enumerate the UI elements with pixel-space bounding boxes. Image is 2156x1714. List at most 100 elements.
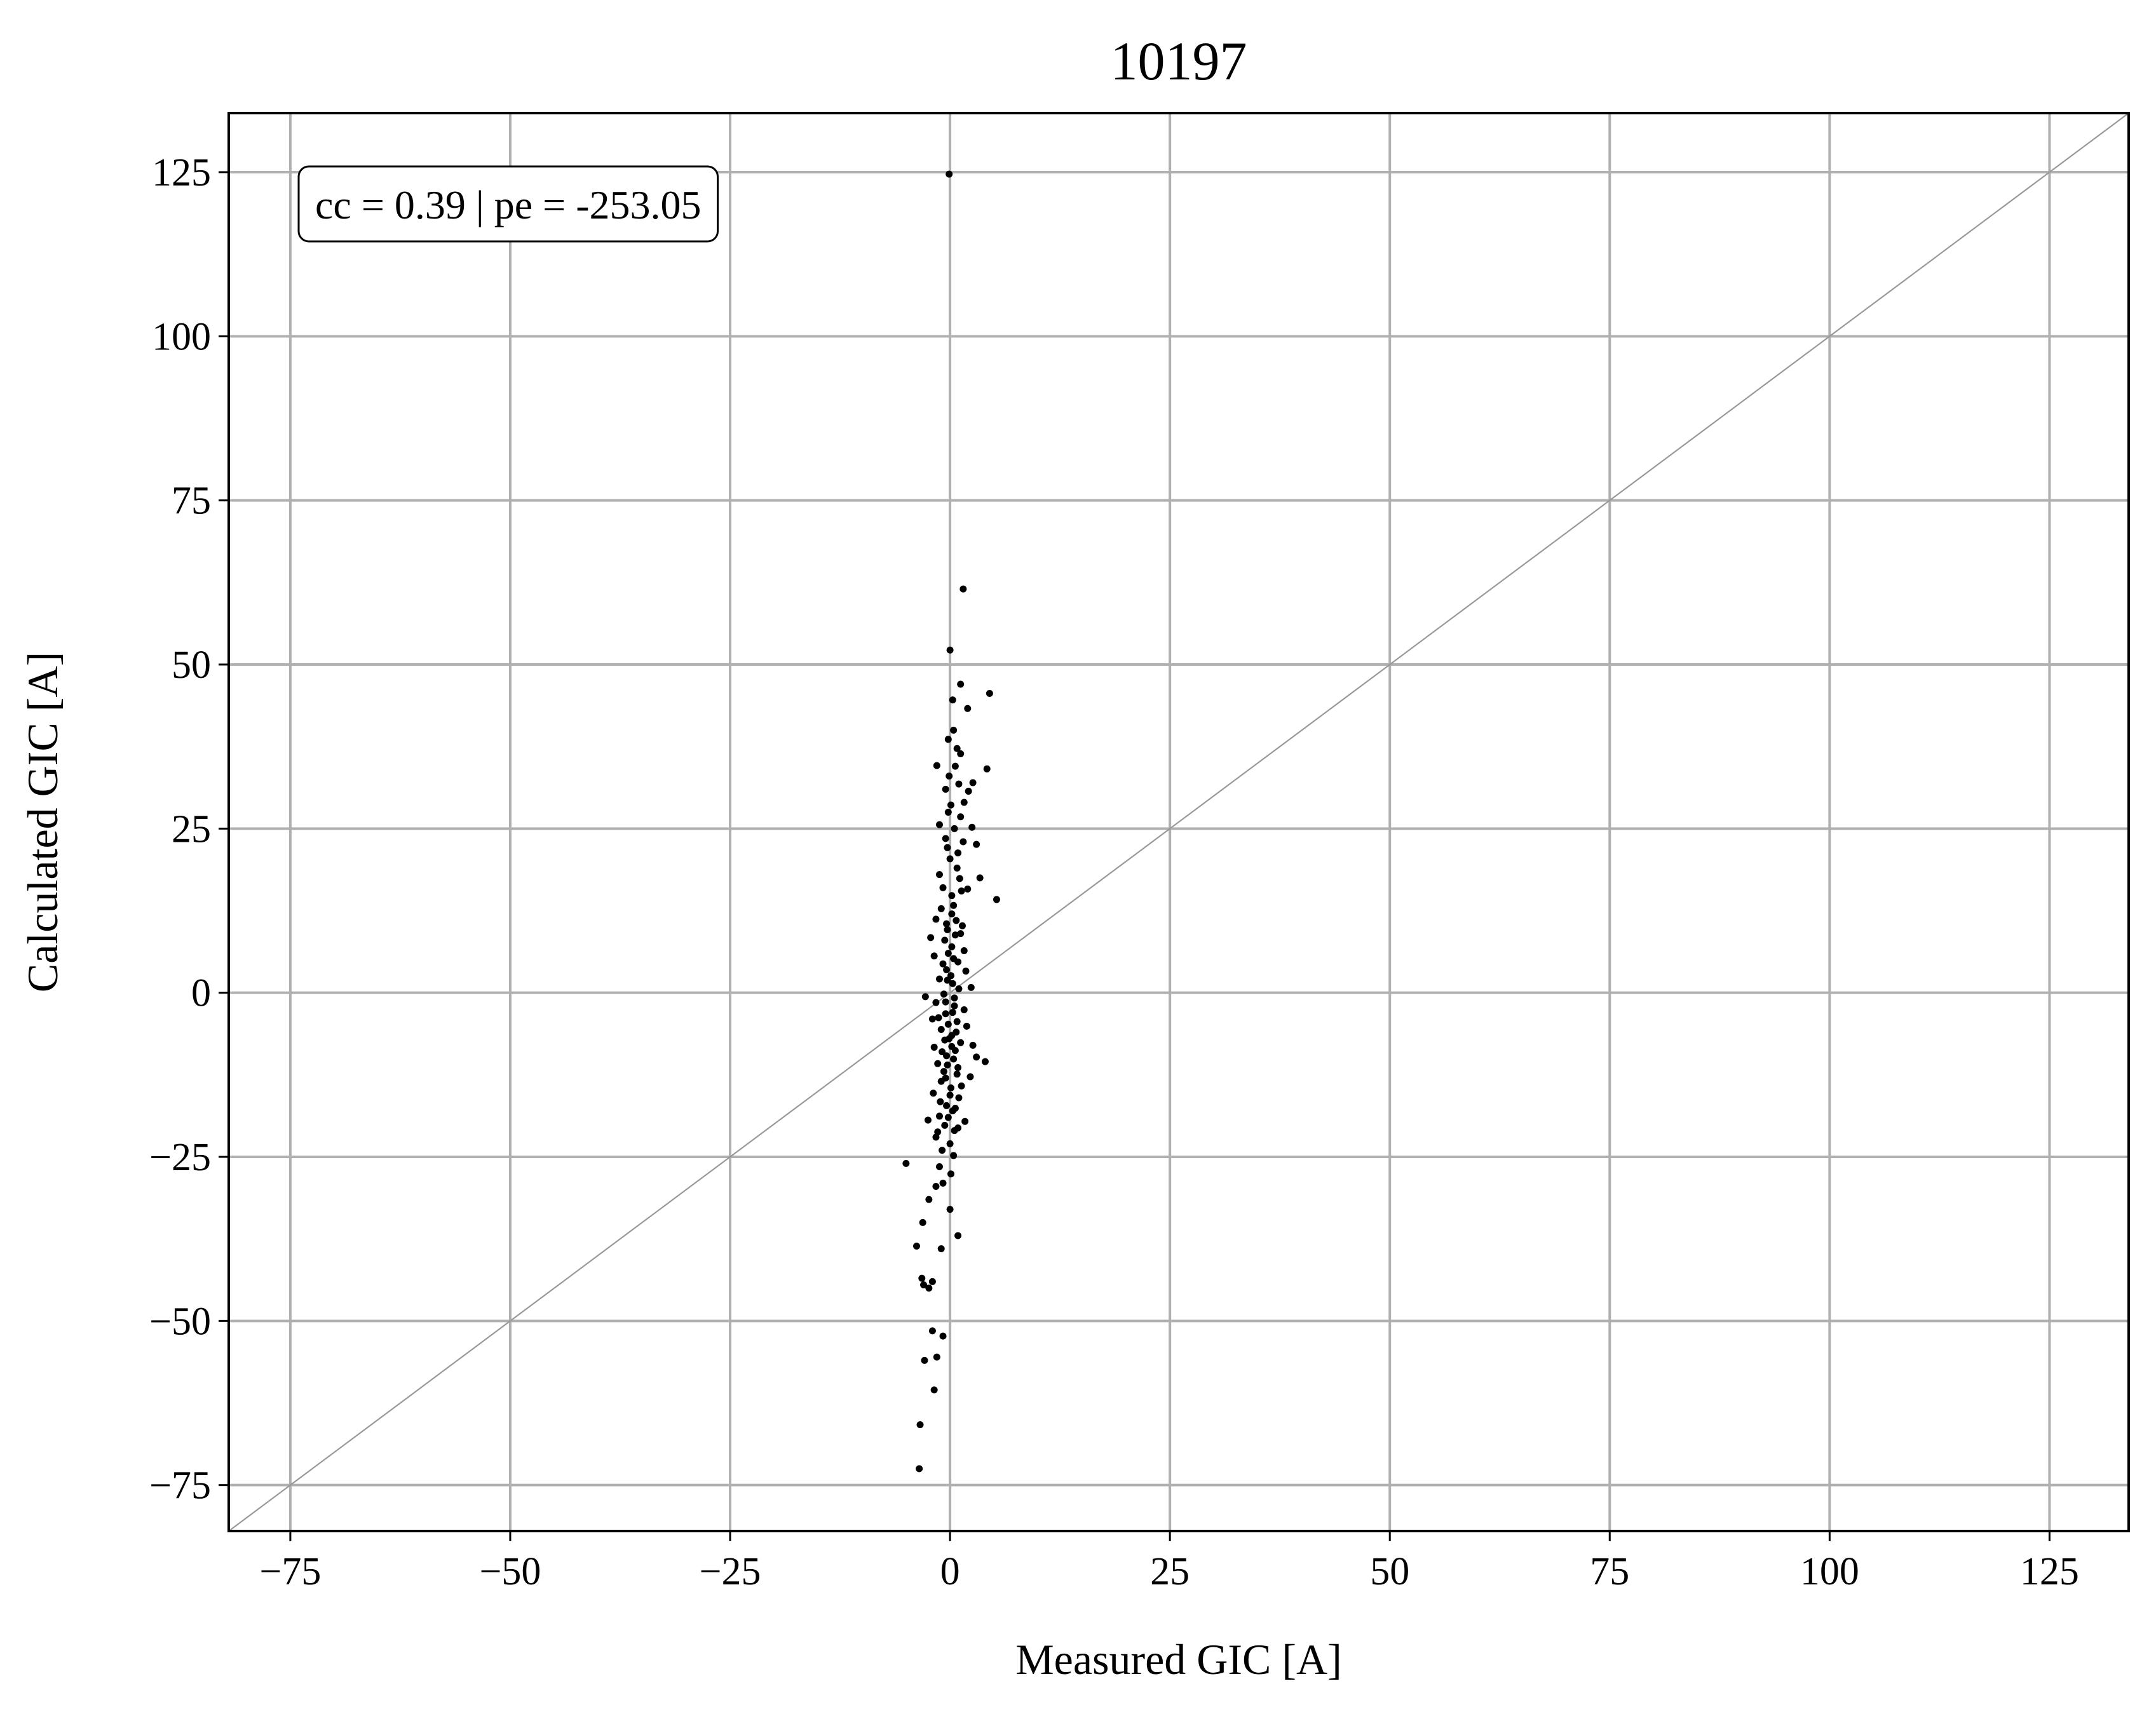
data-point	[969, 1041, 977, 1049]
data-point	[937, 1245, 945, 1253]
data-point	[925, 1196, 933, 1203]
data-point	[958, 922, 966, 929]
data-point	[939, 1179, 947, 1187]
data-point	[935, 871, 943, 879]
data-point	[959, 838, 967, 846]
data-point	[942, 785, 949, 793]
data-point	[958, 1082, 965, 1090]
data-point	[986, 689, 993, 697]
data-point	[944, 1061, 951, 1069]
x-tick-label: 25	[1150, 1550, 1190, 1593]
data-point	[946, 855, 954, 863]
data-point	[949, 696, 956, 704]
data-point	[960, 1006, 968, 1014]
data-point	[912, 1243, 920, 1250]
data-point	[953, 864, 961, 872]
data-point	[964, 885, 972, 893]
data-point	[939, 1332, 947, 1340]
x-tick-label: 75	[1590, 1550, 1629, 1593]
data-point	[950, 726, 958, 734]
data-point	[947, 801, 954, 809]
data-point	[983, 765, 991, 773]
data-point	[966, 1073, 974, 1081]
data-point	[964, 705, 972, 712]
stats-text: cc = 0.39 | pe = -253.05	[315, 182, 702, 227]
data-point	[935, 1163, 943, 1170]
data-point	[934, 1128, 942, 1136]
data-point	[955, 985, 963, 992]
data-point	[944, 950, 952, 957]
data-point	[961, 1117, 969, 1125]
data-point	[954, 1232, 962, 1239]
data-point	[965, 787, 972, 795]
data-point	[947, 1084, 954, 1091]
y-tick-label: −25	[149, 1136, 211, 1179]
data-point	[951, 1105, 959, 1112]
data-point	[939, 1147, 946, 1154]
data-point	[939, 1048, 946, 1056]
x-tick-label: 50	[1370, 1550, 1409, 1593]
data-point	[928, 1015, 936, 1023]
data-point	[943, 966, 951, 973]
data-point	[949, 980, 956, 987]
y-tick-label: 50	[172, 644, 211, 687]
data-point	[940, 1068, 947, 1076]
data-point	[948, 943, 956, 950]
data-point	[957, 930, 965, 938]
stats-box	[297, 165, 719, 243]
scatter-points	[902, 170, 1000, 1473]
y-tick-label: 75	[172, 480, 211, 523]
data-point	[954, 849, 962, 857]
data-point	[950, 1055, 958, 1063]
data-point	[942, 835, 949, 842]
data-point	[927, 934, 935, 941]
data-point	[942, 1010, 949, 1018]
y-tick-label: −75	[149, 1464, 211, 1508]
x-tick-label: −50	[479, 1550, 541, 1593]
data-point	[946, 773, 953, 780]
data-point	[955, 780, 963, 788]
data-point	[918, 1274, 926, 1282]
data-point	[957, 750, 965, 758]
plot-frame	[227, 112, 2130, 1532]
data-point	[955, 1094, 963, 1102]
data-point	[941, 936, 949, 944]
data-point	[969, 779, 977, 786]
data-point	[930, 1043, 938, 1051]
data-point	[932, 915, 940, 923]
data-point	[949, 1009, 956, 1016]
data-point	[919, 1218, 926, 1226]
data-point	[942, 998, 949, 1006]
data-point	[967, 983, 975, 991]
data-point	[948, 910, 956, 918]
y-axis-label: Calculated GIC [A]	[18, 652, 67, 992]
data-point	[940, 990, 947, 998]
x-tick-label: 0	[940, 1550, 960, 1593]
data-point	[946, 1140, 954, 1147]
data-point	[976, 874, 984, 882]
y-tick-label: 100	[152, 315, 211, 358]
y-tick-label: 0	[191, 972, 211, 1015]
data-point	[953, 1018, 961, 1025]
data-point	[939, 884, 947, 891]
data-point	[937, 905, 945, 912]
data-point	[950, 1152, 958, 1159]
data-point	[943, 1102, 951, 1109]
data-point	[941, 1121, 949, 1129]
data-point	[973, 1053, 980, 1061]
stats-annotation: cc = 0.39 | pe = -253.05	[297, 165, 719, 243]
data-point	[950, 901, 958, 909]
data-point	[944, 736, 952, 743]
data-point	[962, 968, 970, 975]
data-point	[953, 745, 961, 752]
plot-content	[229, 113, 2129, 1531]
data-point	[928, 1327, 936, 1335]
data-point	[921, 1356, 928, 1364]
data-point	[941, 1036, 949, 1044]
data-point	[916, 1421, 924, 1429]
data-point	[925, 1285, 933, 1292]
data-point	[946, 170, 953, 178]
data-point	[944, 976, 951, 984]
grid	[229, 113, 2129, 1531]
